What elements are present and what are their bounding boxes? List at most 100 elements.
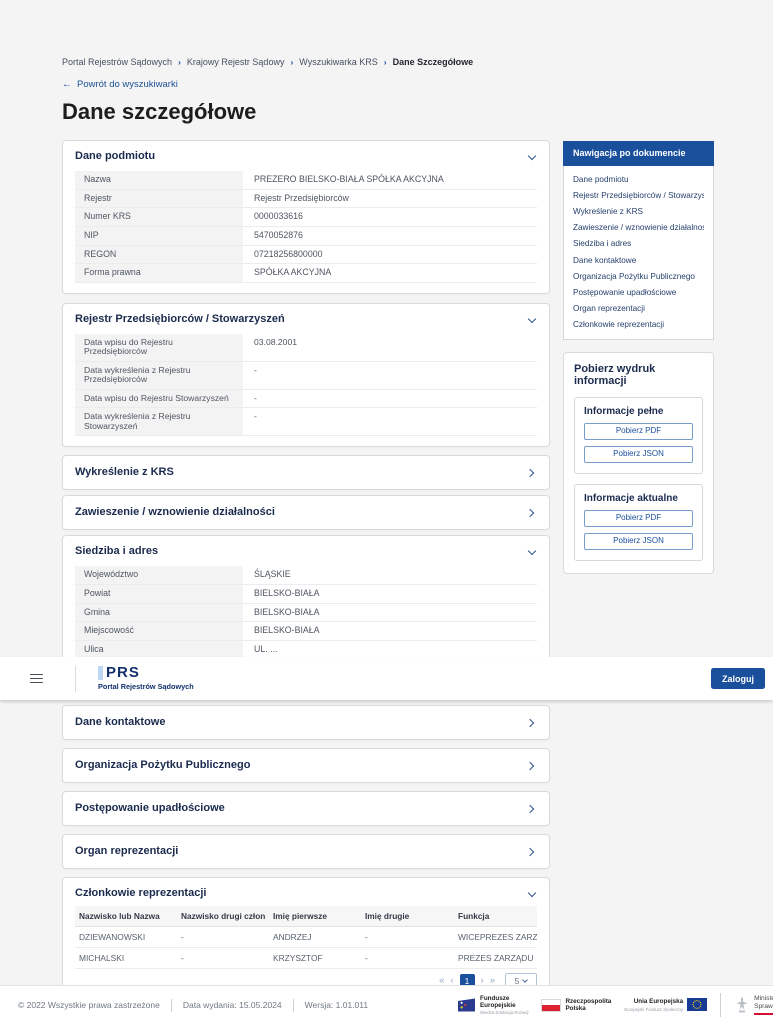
download-group-title: Informacje aktualne	[584, 492, 678, 504]
footer-meta: © 2022 Wszystkie prawa zastrzeżone Data …	[18, 998, 368, 1012]
nav-item-organ[interactable]: Organ reprezentacji	[573, 304, 645, 314]
breadcrumb-link-krs[interactable]: Krajowy Rejestr Sądowy	[186, 57, 285, 67]
breadcrumb-link-wyszukiwarka[interactable]: Wyszukiwarka KRS	[299, 57, 378, 67]
footer-logo-divider	[720, 993, 722, 1017]
pagination-page-1[interactable]: 1	[459, 973, 475, 989]
nav-item-wykreslenie[interactable]: Wykreślenie z KRS	[573, 206, 643, 216]
column-header: Imię drugie	[365, 911, 410, 921]
back-arrow-icon: ←	[62, 79, 72, 90]
download-panel: Pobierz wydruk informacji Informacje peł…	[563, 351, 714, 574]
section-opp-header[interactable]: Organizacja Pożytku Publicznego	[75, 759, 537, 772]
page-size-value: 5	[514, 976, 520, 986]
section-czlonkowie-header[interactable]: Członkowie reprezentacji	[75, 887, 537, 900]
table-row: Województwo ŚLĄSKIE	[75, 566, 537, 585]
eu-funds-logo: Fundusze Europejskie Wiedza Edukacja Roz…	[457, 995, 528, 1015]
table-row: Data wpisu do Rejestru Stowarzyszeń -	[75, 389, 537, 409]
section-organ-header[interactable]: Organ reprezentacji	[75, 845, 537, 858]
table-row: NIP 5470052876	[75, 227, 537, 246]
row-value: BIELSKO-BIAŁA	[254, 606, 320, 617]
chevron-right-icon	[525, 761, 535, 770]
siedziba-table: Województwo ŚLĄSKIE Powiat BIELSKO-BIAŁA…	[75, 566, 537, 660]
nav-item-dane-podmiotu[interactable]: Dane podmiotu	[573, 174, 629, 184]
dane-podmiotu-table: Nazwa PREZERO BIELSKO-BIAŁA SPÓŁKA AKCYJ…	[75, 171, 537, 284]
section-title: Postępowanie upadłościowe	[75, 802, 225, 814]
table-row: Nazwa PREZERO BIELSKO-BIAŁA SPÓŁKA AKCYJ…	[75, 171, 537, 190]
section-upadlosc-header[interactable]: Postępowanie upadłościowe	[75, 802, 537, 815]
logo-label: Rzeczpospolita	[565, 997, 612, 1005]
table-row: DZIEWANOWSKI - ANDRZEJ - WICEPREZES ZARZ…	[75, 927, 537, 948]
download-pdf-full-button[interactable]: Pobierz PDF	[584, 422, 693, 440]
table-row: Numer KRS 0000033616	[75, 208, 537, 228]
section-title: Członkowie reprezentacji	[75, 887, 207, 899]
table-row: Rejestr Rejestr Przedsiębiorców	[75, 189, 537, 209]
breadcrumb-link-portal[interactable]: Portal Rejestrów Sądowych	[62, 57, 173, 67]
pagination-next-button[interactable]: ›	[480, 975, 484, 986]
nav-item-rejestr[interactable]: Rejestr Przedsiębiorców / Stowarzyszeń	[573, 190, 704, 200]
nav-item-dane-kontaktowe[interactable]: Dane kontaktowe	[573, 255, 637, 265]
cell-middlename: -	[365, 953, 368, 963]
ministry-red-bar	[754, 1012, 773, 1015]
section-title: Organ reprezentacji	[75, 845, 179, 857]
section-upadlosc: Postępowanie upadłościowe	[62, 791, 550, 826]
menu-icon[interactable]	[30, 673, 43, 684]
section-siedziba-header[interactable]: Siedziba i adres	[75, 545, 537, 558]
section-dane-kontaktowe-header[interactable]: Dane kontaktowe	[75, 716, 537, 729]
section-czlonkowie: Członkowie reprezentacji Nazwisko lub Na…	[62, 877, 550, 1000]
page-title: Dane szczegółowe	[62, 99, 257, 124]
download-json-current-button[interactable]: Pobierz JSON	[584, 532, 693, 550]
members-table: Nazwisko lub Nazwa Nazwisko drugi człon …	[75, 906, 537, 969]
nav-item-czlonkowie[interactable]: Członkowie reprezentacji	[573, 320, 665, 330]
pagination-prev-button[interactable]: ‹	[450, 975, 454, 986]
nav-item-upadlosc[interactable]: Postępowanie upadłościowe	[573, 287, 677, 297]
breadcrumb-separator-icon: ›	[290, 57, 294, 67]
prs-logo[interactable]: PRS Portal Rejestrów Sądowych	[98, 665, 194, 691]
eu-funds-flag-icon	[457, 998, 475, 1012]
download-pdf-current-button[interactable]: Pobierz PDF	[584, 509, 693, 527]
main-content-bottom: Dane kontaktowe Organizacja Pożytku Publ…	[62, 697, 550, 1000]
section-title: Organizacja Pożytku Publicznego	[75, 759, 251, 771]
login-button[interactable]: Zaloguj	[711, 668, 765, 689]
row-value: -	[254, 392, 257, 403]
column-header: Imię pierwsze	[273, 911, 327, 921]
section-dane-podmiotu: Dane podmiotu Nazwa PREZERO BIELSKO-BIAŁ…	[62, 140, 550, 295]
section-rejestr-header[interactable]: Rejestr Przedsiębiorców / Stowarzyszeń	[75, 313, 537, 326]
column-header: Nazwisko lub Nazwa	[79, 911, 160, 921]
pagination-last-button[interactable]: »	[489, 975, 495, 986]
section-zawieszenie-header[interactable]: Zawieszenie / wznowienie działalności	[75, 506, 537, 519]
nav-item-zawieszenie[interactable]: Zawieszenie / wznowienie działalności	[573, 223, 704, 233]
row-label: Data wpisu do Rejestru Stowarzyszeń	[75, 389, 243, 408]
logo-label: Ministerstwo	[754, 995, 773, 1003]
back-to-search-link[interactable]: ← Powrót do wyszukiwarki	[62, 79, 550, 90]
download-panel-title: Pobierz wydruk informacji	[574, 362, 656, 387]
logo-accent-bar	[98, 666, 103, 680]
table-row: REGON 07218256800000	[75, 245, 537, 265]
nav-item-opp[interactable]: Organizacja Pożytku Publicznego	[573, 271, 695, 281]
chevron-right-icon	[525, 508, 535, 517]
row-value: -	[254, 364, 257, 375]
row-value: 5470052876	[254, 230, 303, 241]
row-label: Ulica	[75, 640, 243, 659]
section-wykreslenie-header[interactable]: Wykreślenie z KRS	[75, 466, 537, 479]
cell-firstname: KRZYSZTOF	[273, 953, 323, 963]
nav-item-siedziba[interactable]: Siedziba i adres	[573, 239, 632, 249]
cell-firstname: ANDRZEJ	[273, 932, 312, 942]
chevron-down-icon	[527, 314, 537, 323]
row-label: NIP	[75, 227, 243, 245]
download-json-full-button[interactable]: Pobierz JSON	[584, 445, 693, 463]
section-siedziba: Siedziba i adres Województwo ŚLĄSKIE Pow…	[62, 535, 550, 671]
logo-label: Sprawiedliwości	[754, 1003, 773, 1010]
pagination-first-button[interactable]: «	[439, 975, 445, 986]
logo-subtitle: Portal Rejestrów Sądowych	[98, 682, 194, 691]
back-link-label: Powrót do wyszukiwarki	[77, 79, 178, 90]
row-value: Rejestr Przedsiębiorców	[254, 192, 349, 203]
row-value: ŚLĄSKIE	[254, 569, 291, 580]
row-value: 03.08.2001	[254, 337, 298, 348]
chevron-down-icon	[527, 151, 537, 160]
section-dane-podmiotu-header[interactable]: Dane podmiotu	[75, 150, 537, 163]
app-header: PRS Portal Rejestrów Sądowych Zaloguj	[0, 657, 773, 700]
logo-label: Polska	[565, 1005, 586, 1012]
section-wykreslenie: Wykreślenie z KRS	[62, 455, 550, 491]
chevron-right-icon	[525, 468, 535, 477]
main-content-top: Portal Rejestrów Sądowych › Krajowy Reje…	[62, 57, 550, 671]
section-title: Dane podmiotu	[75, 150, 156, 162]
